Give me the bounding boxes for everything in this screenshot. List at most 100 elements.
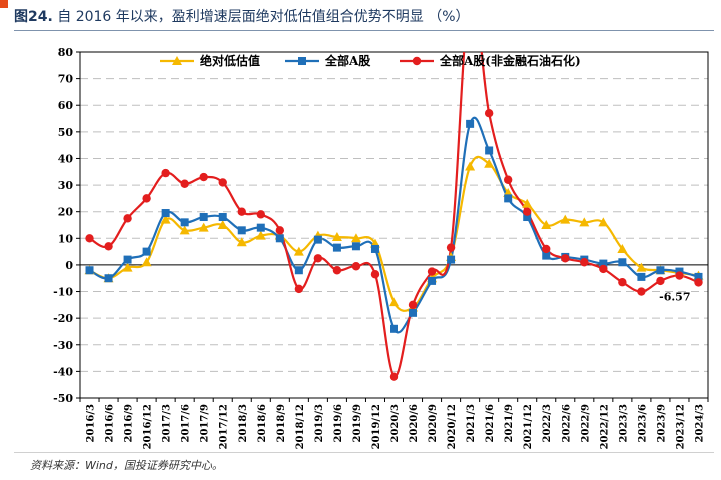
data-point-ex_fin xyxy=(294,284,304,294)
x-tick-label: 2018/3 xyxy=(238,404,249,442)
data-point-all_a xyxy=(104,274,113,283)
x-tick-label: 2017/3 xyxy=(162,404,173,442)
data-point-ex_fin xyxy=(199,172,208,182)
legend-marker-all_a xyxy=(298,57,306,65)
data-point-all_a xyxy=(142,247,151,256)
legend-label-lowval: 绝对低估值 xyxy=(200,53,260,68)
x-tick-label: 2016/3 xyxy=(86,404,97,442)
x-tick-label: 2023/6 xyxy=(637,404,648,442)
data-point-all_a xyxy=(161,209,170,218)
data-point-all_a xyxy=(542,251,551,260)
data-point-all_a xyxy=(447,255,456,264)
x-tick-label: 2016/6 xyxy=(105,404,116,442)
y-tick-label: -50 xyxy=(53,392,73,405)
x-tick-label: 2021/6 xyxy=(485,404,496,442)
data-point-ex_fin xyxy=(446,243,456,252)
data-point-lowval xyxy=(560,214,571,224)
legend: 绝对低估值 全部A股 全部A股(非金融石油石化) xyxy=(160,53,581,68)
x-tick-label: 2019/9 xyxy=(352,404,363,442)
data-point-lowval xyxy=(331,231,342,241)
data-point-all_a xyxy=(332,243,341,252)
data-point-all_a xyxy=(523,213,532,222)
data-label: -6.57 xyxy=(659,290,690,303)
data-point-ex_fin xyxy=(694,278,703,287)
y-tick-label: 50 xyxy=(58,126,74,139)
data-point-all_a xyxy=(123,255,132,264)
bottom-divider xyxy=(14,452,714,453)
data-point-ex_fin xyxy=(180,179,189,188)
x-tick-label: 2023/12 xyxy=(675,404,686,449)
data-point-all_a xyxy=(504,194,513,203)
x-tick-label: 2018/6 xyxy=(257,404,268,442)
data-point-all_a xyxy=(218,213,227,222)
data-point-all_a xyxy=(485,146,494,155)
data-point-ex_fin xyxy=(104,242,113,251)
data-point-ex_fin xyxy=(389,372,399,381)
x-tick-label: 2022/9 xyxy=(580,404,591,442)
data-point-ex_fin xyxy=(675,271,684,280)
data-point-ex_fin xyxy=(161,168,170,178)
x-tick-label: 2019/12 xyxy=(371,404,382,449)
x-tick-label: 2020/12 xyxy=(447,404,458,449)
data-point-lowval xyxy=(389,297,399,307)
data-point-lowval xyxy=(636,262,647,272)
data-point-lowval xyxy=(141,257,152,267)
figure-title-text: 自 2016 年以来，盈利增速层面绝对低估值组合优势不明显 （%） xyxy=(57,9,470,25)
data-point-ex_fin xyxy=(85,234,94,243)
plot-frame xyxy=(79,51,709,399)
annotation-layer: -6.57 xyxy=(659,290,690,303)
legend-marker-lowval xyxy=(172,56,182,65)
data-point-ex_fin xyxy=(484,109,494,118)
line-chart: 80 70 60 50 40 30 20 10 0 -10 -20 -30 -40 -50 2016/3 20… xyxy=(53,46,709,449)
data-point-all_a xyxy=(694,272,703,281)
y-tick-label: 10 xyxy=(58,232,74,245)
title-divider xyxy=(14,30,714,31)
x-tick-label: 2023/9 xyxy=(656,404,667,442)
data-point-lowval xyxy=(465,161,476,171)
data-point-all_a xyxy=(256,223,265,232)
data-point-lowval xyxy=(598,217,609,227)
data-point-ex_fin xyxy=(637,287,646,296)
data-point-lowval xyxy=(236,237,247,247)
data-point-all_a xyxy=(618,258,627,267)
data-point-all_a xyxy=(85,266,94,275)
data-point-ex_fin xyxy=(523,207,532,216)
data-point-lowval xyxy=(198,222,209,232)
y-tick-label: 30 xyxy=(58,179,74,192)
data-point-lowval xyxy=(579,217,590,227)
y-tick-label: 60 xyxy=(58,99,74,112)
data-point-ex_fin xyxy=(408,300,418,310)
source-note: 资料来源：Wind，国投证券研究中心。 xyxy=(30,459,223,472)
y-tick-label: 0 xyxy=(65,259,73,272)
y-tick-label: 20 xyxy=(58,206,74,219)
data-point-all_a xyxy=(466,119,475,128)
legend-label-all_a: 全部A股 xyxy=(324,53,371,68)
data-point-ex_fin xyxy=(256,210,265,219)
data-point-ex_fin xyxy=(123,214,132,223)
x-tick-label: 2017/9 xyxy=(200,404,211,442)
data-point-all_a xyxy=(313,235,322,244)
x-tick-label: 2022/3 xyxy=(542,404,553,442)
x-tick-label: 2016/12 xyxy=(143,404,154,449)
x-tick-label: 2017/12 xyxy=(219,404,230,449)
y-tick-label: -40 xyxy=(53,365,73,378)
legend-marker-ex_fin xyxy=(412,56,422,66)
x-tick-label: 2021/12 xyxy=(523,404,534,449)
data-point-ex_fin xyxy=(599,264,608,274)
data-point-lowval xyxy=(179,225,190,235)
marker-layer xyxy=(84,109,704,381)
data-point-lowval xyxy=(255,230,266,240)
data-point-all_a xyxy=(637,272,646,281)
data-point-all_a xyxy=(294,266,303,275)
data-point-lowval xyxy=(293,246,304,256)
data-point-all_a xyxy=(199,213,208,222)
data-point-lowval xyxy=(350,233,361,243)
data-point-all_a xyxy=(237,226,246,235)
data-point-ex_fin xyxy=(275,226,285,235)
data-point-all_a xyxy=(351,242,360,251)
x-tick-label: 2022/12 xyxy=(599,404,610,449)
y-tick-label: 40 xyxy=(58,152,74,165)
y-tick-label: -30 xyxy=(53,339,73,352)
data-point-all_a xyxy=(428,276,437,285)
data-point-ex_fin xyxy=(561,254,570,263)
